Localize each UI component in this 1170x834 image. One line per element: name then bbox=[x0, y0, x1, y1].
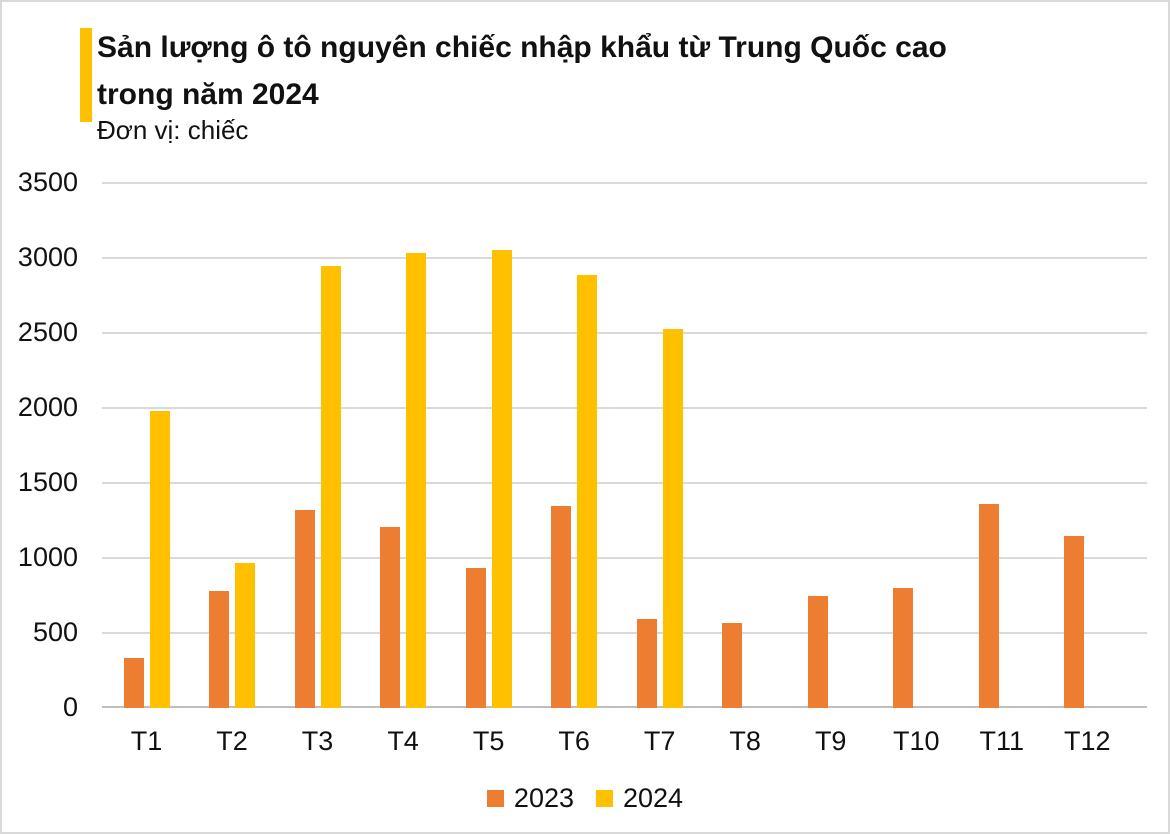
bar-2023-T2 bbox=[209, 591, 230, 708]
legend-item-2024: 2024 bbox=[596, 783, 683, 813]
chart-title-line1: Sản lượng ô tô nguyên chiếc nhập khẩu từ… bbox=[97, 31, 947, 64]
x-axis-label-T4: T4 bbox=[387, 726, 419, 756]
bar-2024-T1 bbox=[149, 411, 170, 708]
gridline-1000 bbox=[102, 557, 1147, 559]
y-axis-tick-label: 3500 bbox=[17, 167, 78, 197]
unit-label: Đơn vị: chiếc bbox=[97, 115, 249, 145]
y-axis-tick-label: 2000 bbox=[17, 392, 78, 422]
y-axis-tick-label: 2500 bbox=[17, 317, 78, 347]
x-axis-label-T11: T11 bbox=[979, 726, 1025, 756]
x-axis-label-T1: T1 bbox=[130, 726, 163, 756]
bar-2023-T11 bbox=[978, 504, 999, 708]
bar-2024-T4 bbox=[406, 252, 427, 708]
gridline-3000 bbox=[102, 257, 1147, 259]
bar-2023-T5 bbox=[465, 567, 486, 708]
gridline-2500 bbox=[102, 332, 1147, 334]
bar-2023-T10 bbox=[893, 588, 914, 708]
bar-2024-T5 bbox=[491, 249, 512, 708]
legend: 2023 2024 bbox=[2, 783, 1168, 813]
x-axis-label-T6: T6 bbox=[558, 726, 590, 756]
bar-2023-T12 bbox=[1064, 535, 1085, 708]
y-axis-tick-label: 3000 bbox=[17, 242, 78, 272]
bar-2023-T7 bbox=[636, 618, 657, 708]
bar-2023-T4 bbox=[380, 526, 401, 708]
bar-2024-T3 bbox=[320, 265, 341, 708]
legend-item-2023: 2023 bbox=[486, 783, 574, 813]
gridline-2000 bbox=[102, 407, 1147, 409]
x-axis-label-T2: T2 bbox=[216, 726, 248, 756]
legend-label: 2023 bbox=[513, 783, 574, 813]
legend-swatch-icon bbox=[596, 789, 613, 807]
bar-2023-T1 bbox=[123, 657, 144, 708]
legend-swatch-icon bbox=[486, 789, 504, 807]
bar-2023-T3 bbox=[294, 510, 315, 708]
bar-2023-T8 bbox=[722, 623, 743, 708]
gridline-3500 bbox=[102, 182, 1147, 184]
plot-area: 0 500 1000 1500 2000 2500 3000 3500 T1 T2 T3 T4 T5 T6… bbox=[18, 168, 1147, 756]
gridline-500 bbox=[102, 632, 1147, 634]
x-axis-label-T8: T8 bbox=[729, 726, 761, 756]
x-axis-label-T5: T5 bbox=[472, 726, 505, 756]
x-axis-label-T10: T10 bbox=[892, 726, 940, 756]
gridline-1500 bbox=[102, 482, 1147, 484]
bar-2023-T6 bbox=[551, 506, 572, 708]
x-axis-line bbox=[102, 706, 1147, 708]
chart-title: Sản lượng ô tô nguyên chiếc nhập khẩu từ… bbox=[97, 24, 1097, 118]
y-axis-tick-label: 1000 bbox=[17, 542, 78, 572]
x-axis-label-T7: T7 bbox=[643, 726, 676, 756]
chart-title-line2: trong năm 2024 bbox=[97, 78, 319, 111]
x-axis-label-T12: T12 bbox=[1064, 726, 1111, 756]
y-axis-tick-label: 500 bbox=[32, 617, 78, 647]
title-accent-bar bbox=[80, 28, 92, 122]
y-axis-tick-label: 0 bbox=[62, 692, 78, 722]
bar-2024-T6 bbox=[577, 274, 598, 708]
x-axis-label-T9: T9 bbox=[814, 726, 847, 756]
y-axis-tick-label: 1500 bbox=[17, 467, 78, 497]
x-axis-label-T3: T3 bbox=[301, 726, 334, 756]
legend-label: 2024 bbox=[623, 783, 684, 813]
bar-2024-T2 bbox=[235, 562, 256, 708]
bar-2024-T7 bbox=[662, 328, 683, 708]
bar-2023-T9 bbox=[807, 596, 828, 708]
